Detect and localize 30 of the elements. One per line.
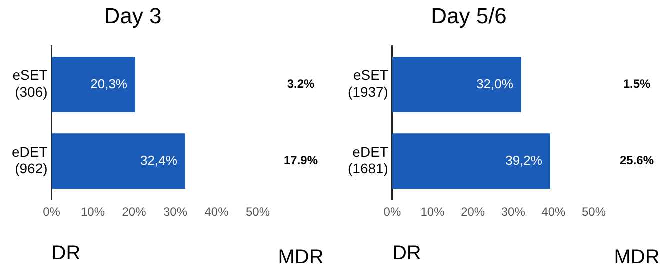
x-tick-label: 50% <box>582 205 606 220</box>
x-tick-label: 0% <box>384 205 402 220</box>
text: MDR <box>278 246 324 269</box>
text: 25.6% <box>620 154 654 168</box>
text: 1.5% <box>623 77 651 92</box>
y-tick-label: eSET (1937) <box>348 67 389 100</box>
x-tick-label: 10% <box>81 205 106 220</box>
chart-title: Day 3 <box>104 3 162 28</box>
data-label: 32,0% <box>476 76 514 92</box>
data-label: 32,4% <box>140 152 178 168</box>
x-tick-label: 0% <box>43 205 61 220</box>
x-tick-label: 30% <box>164 205 188 220</box>
y-tick-label: eDET (962) <box>12 144 48 177</box>
data-label: 39,2% <box>506 152 543 168</box>
text: 17.9% <box>284 154 318 168</box>
x-tick-label: 50% <box>246 205 270 220</box>
y-tick-label: eSET (306) <box>12 67 48 100</box>
data-label: 20,3% <box>90 76 128 92</box>
x-axis-title: DR <box>392 242 422 265</box>
text: MDR <box>614 246 660 269</box>
x-tick-label: 40% <box>204 205 230 220</box>
text: 3.2% <box>287 77 315 92</box>
x-axis-title: DR <box>52 242 81 265</box>
y-tick-label: eDET (1681) <box>348 144 389 177</box>
x-tick-label: 30% <box>501 205 526 220</box>
x-tick-label: 20% <box>461 205 486 220</box>
x-tick-label: 20% <box>122 205 147 220</box>
x-tick-label: 40% <box>542 205 566 220</box>
chart-title: Day 5/6 <box>431 3 507 28</box>
x-tick-label: 10% <box>420 205 446 220</box>
